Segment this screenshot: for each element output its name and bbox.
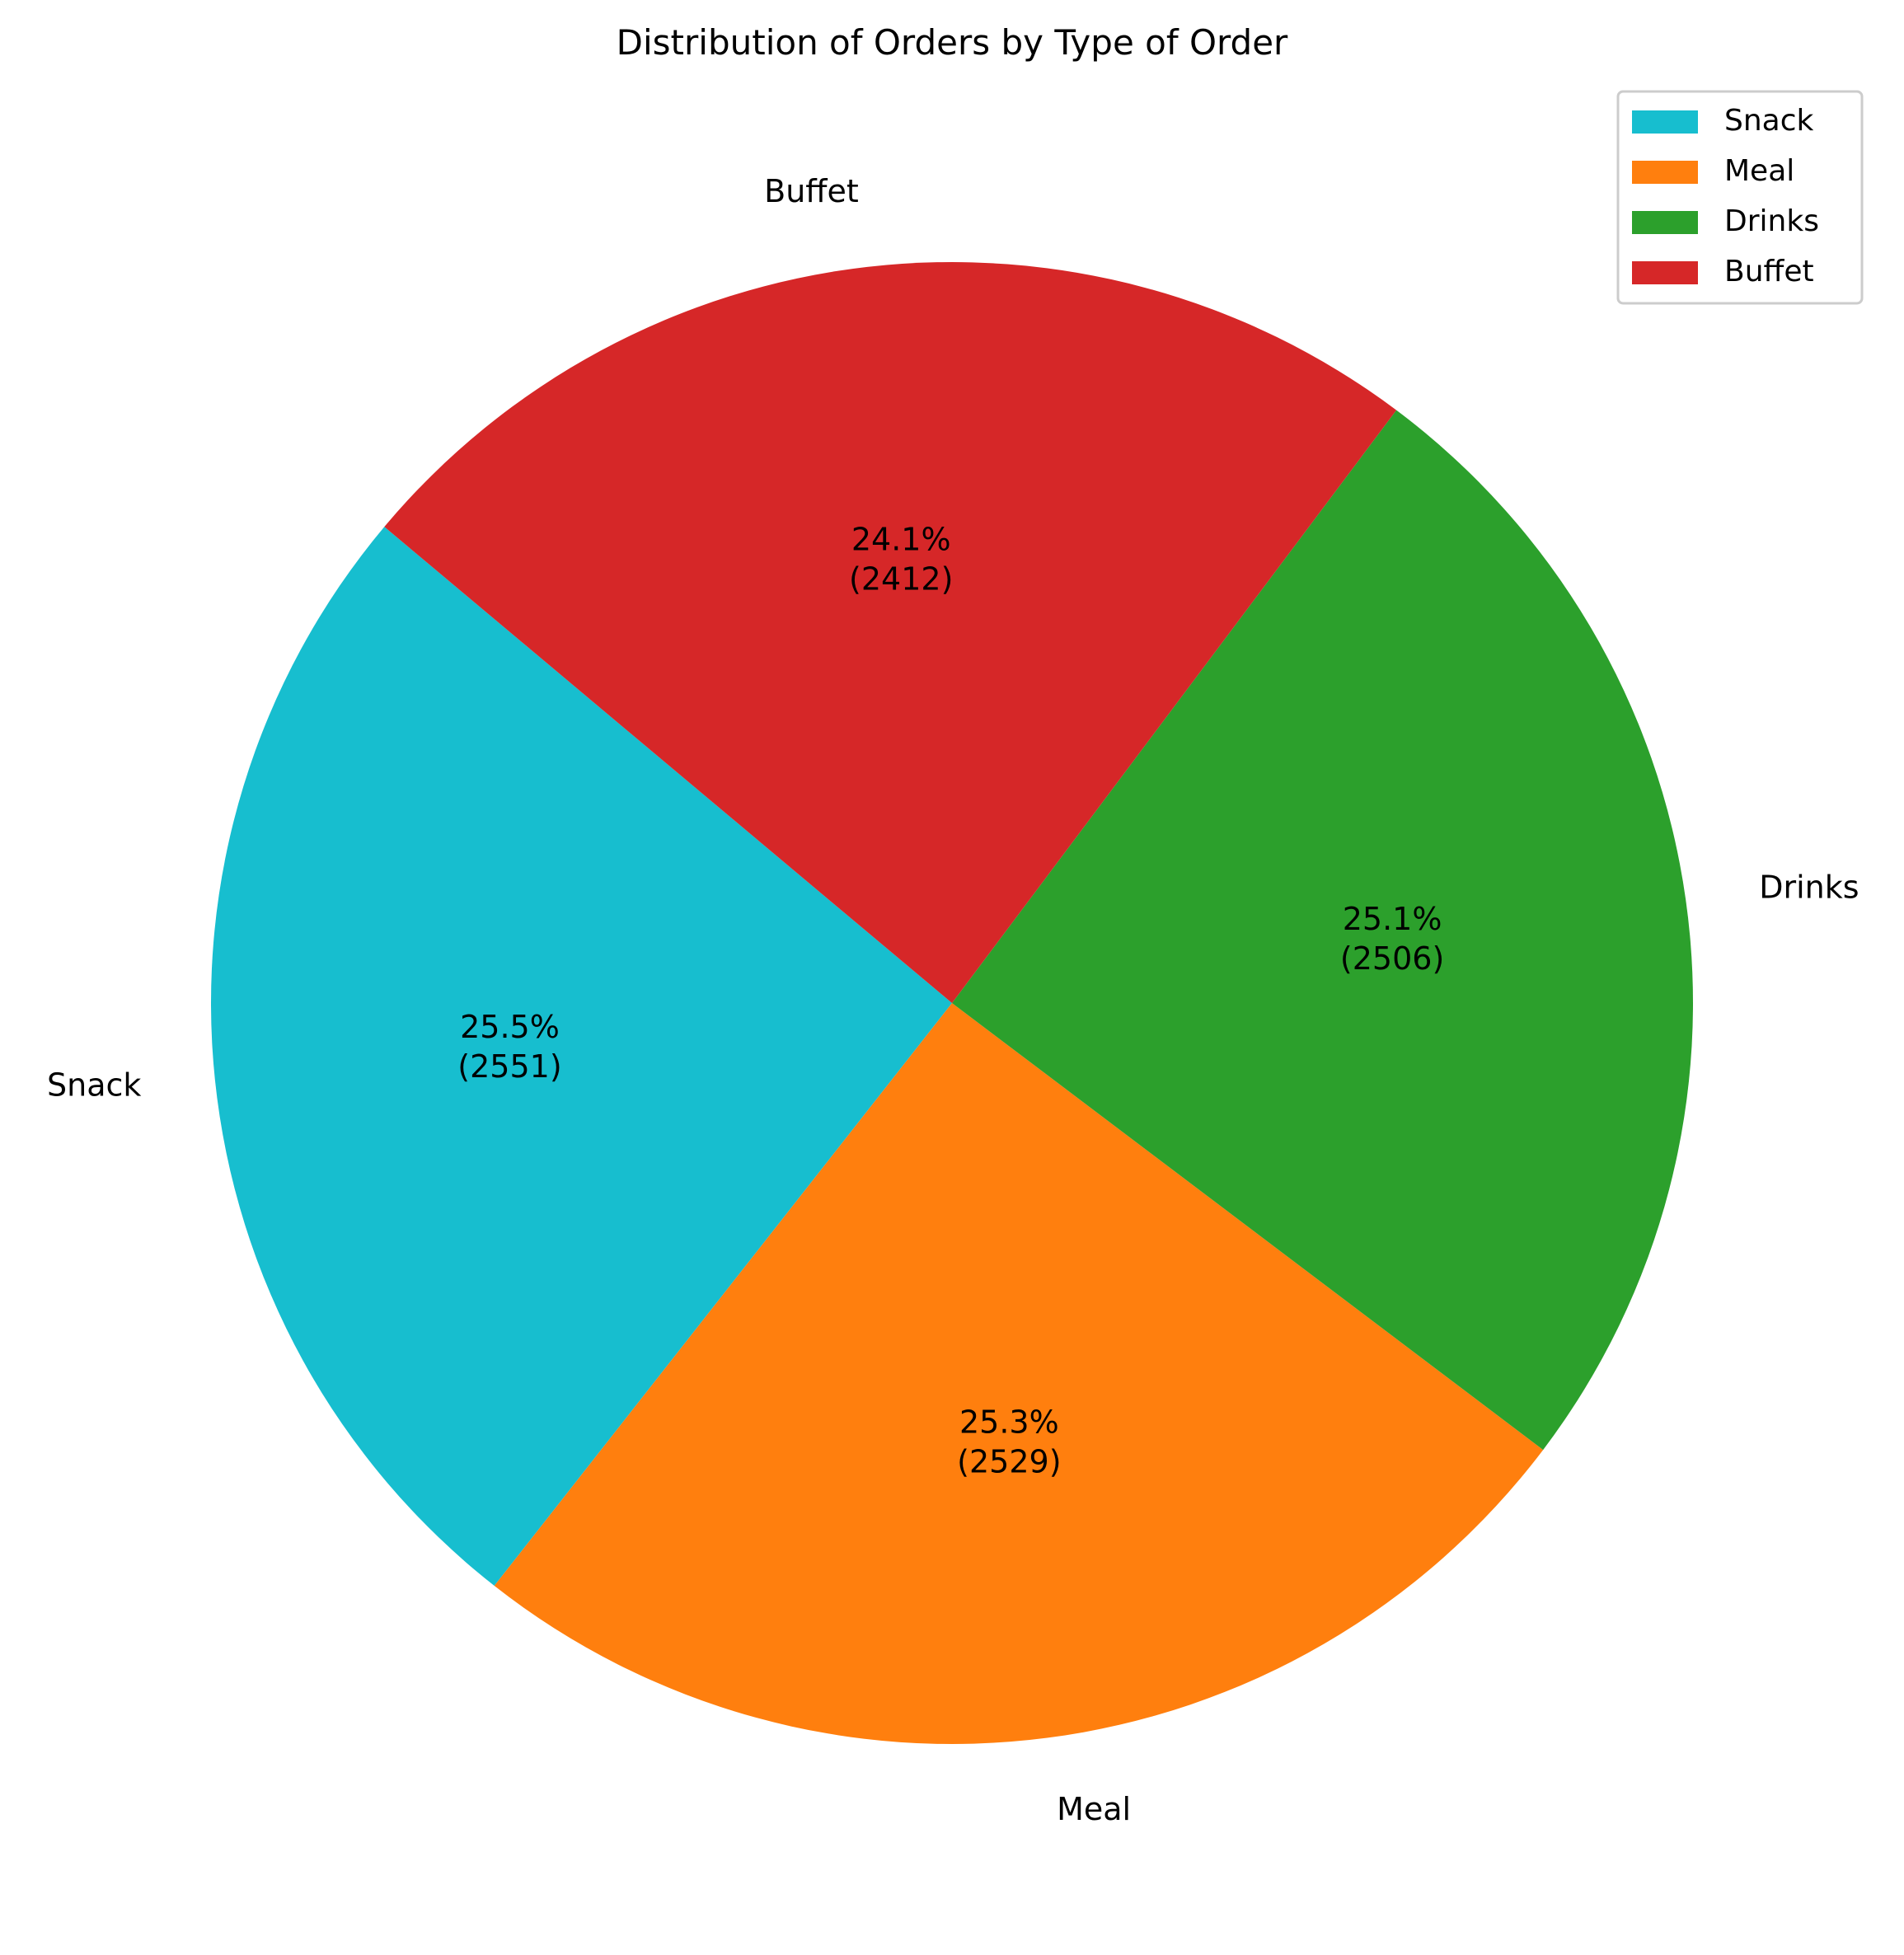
legend: Snack Meal Drinks Buffet [1616,90,1864,305]
pie-slice-meal [494,1003,1544,1745]
percent-label-meal: 25.3% [959,1404,1059,1440]
category-label-buffet: Buffet [764,173,859,209]
pie-labels: Snack 25.5%(2551) Meal 25.3%(2529) Drinks 25.… [47,173,1859,1827]
legend-label-drinks: Drinks [1724,204,1819,238]
legend-label-snack: Snack [1724,104,1814,138]
legend-swatch-meal [1632,161,1698,184]
category-label-snack: Snack [47,1067,141,1104]
legend-swatch-buffet [1632,261,1698,284]
count-label-meal: (2529) [957,1443,1061,1479]
percent-label-buffet: 24.1% [851,522,951,558]
pie-slices [210,262,1693,1745]
legend-label-meal: Meal [1724,154,1794,188]
legend-swatch-snack [1632,110,1698,134]
legend-label-buffet: Buffet [1724,255,1814,288]
pie-slice-snack [210,527,952,1587]
pie-slice-buffet [384,262,1397,1003]
legend-frame [1616,90,1864,305]
percent-label-drinks: 25.1% [1343,901,1442,937]
pie-slice-drinks [952,410,1693,1451]
percent-label-snack: 25.5% [460,1009,560,1045]
legend-swatch-drinks [1632,211,1698,234]
category-label-drinks: Drinks [1759,869,1859,905]
count-label-snack: (2551) [457,1048,561,1085]
chart-title: Distribution of Orders by Type of Order [617,22,1288,63]
category-label-meal: Meal [1057,1791,1131,1827]
count-label-drinks: (2506) [1340,940,1444,977]
count-label-buffet: (2412) [849,561,953,598]
